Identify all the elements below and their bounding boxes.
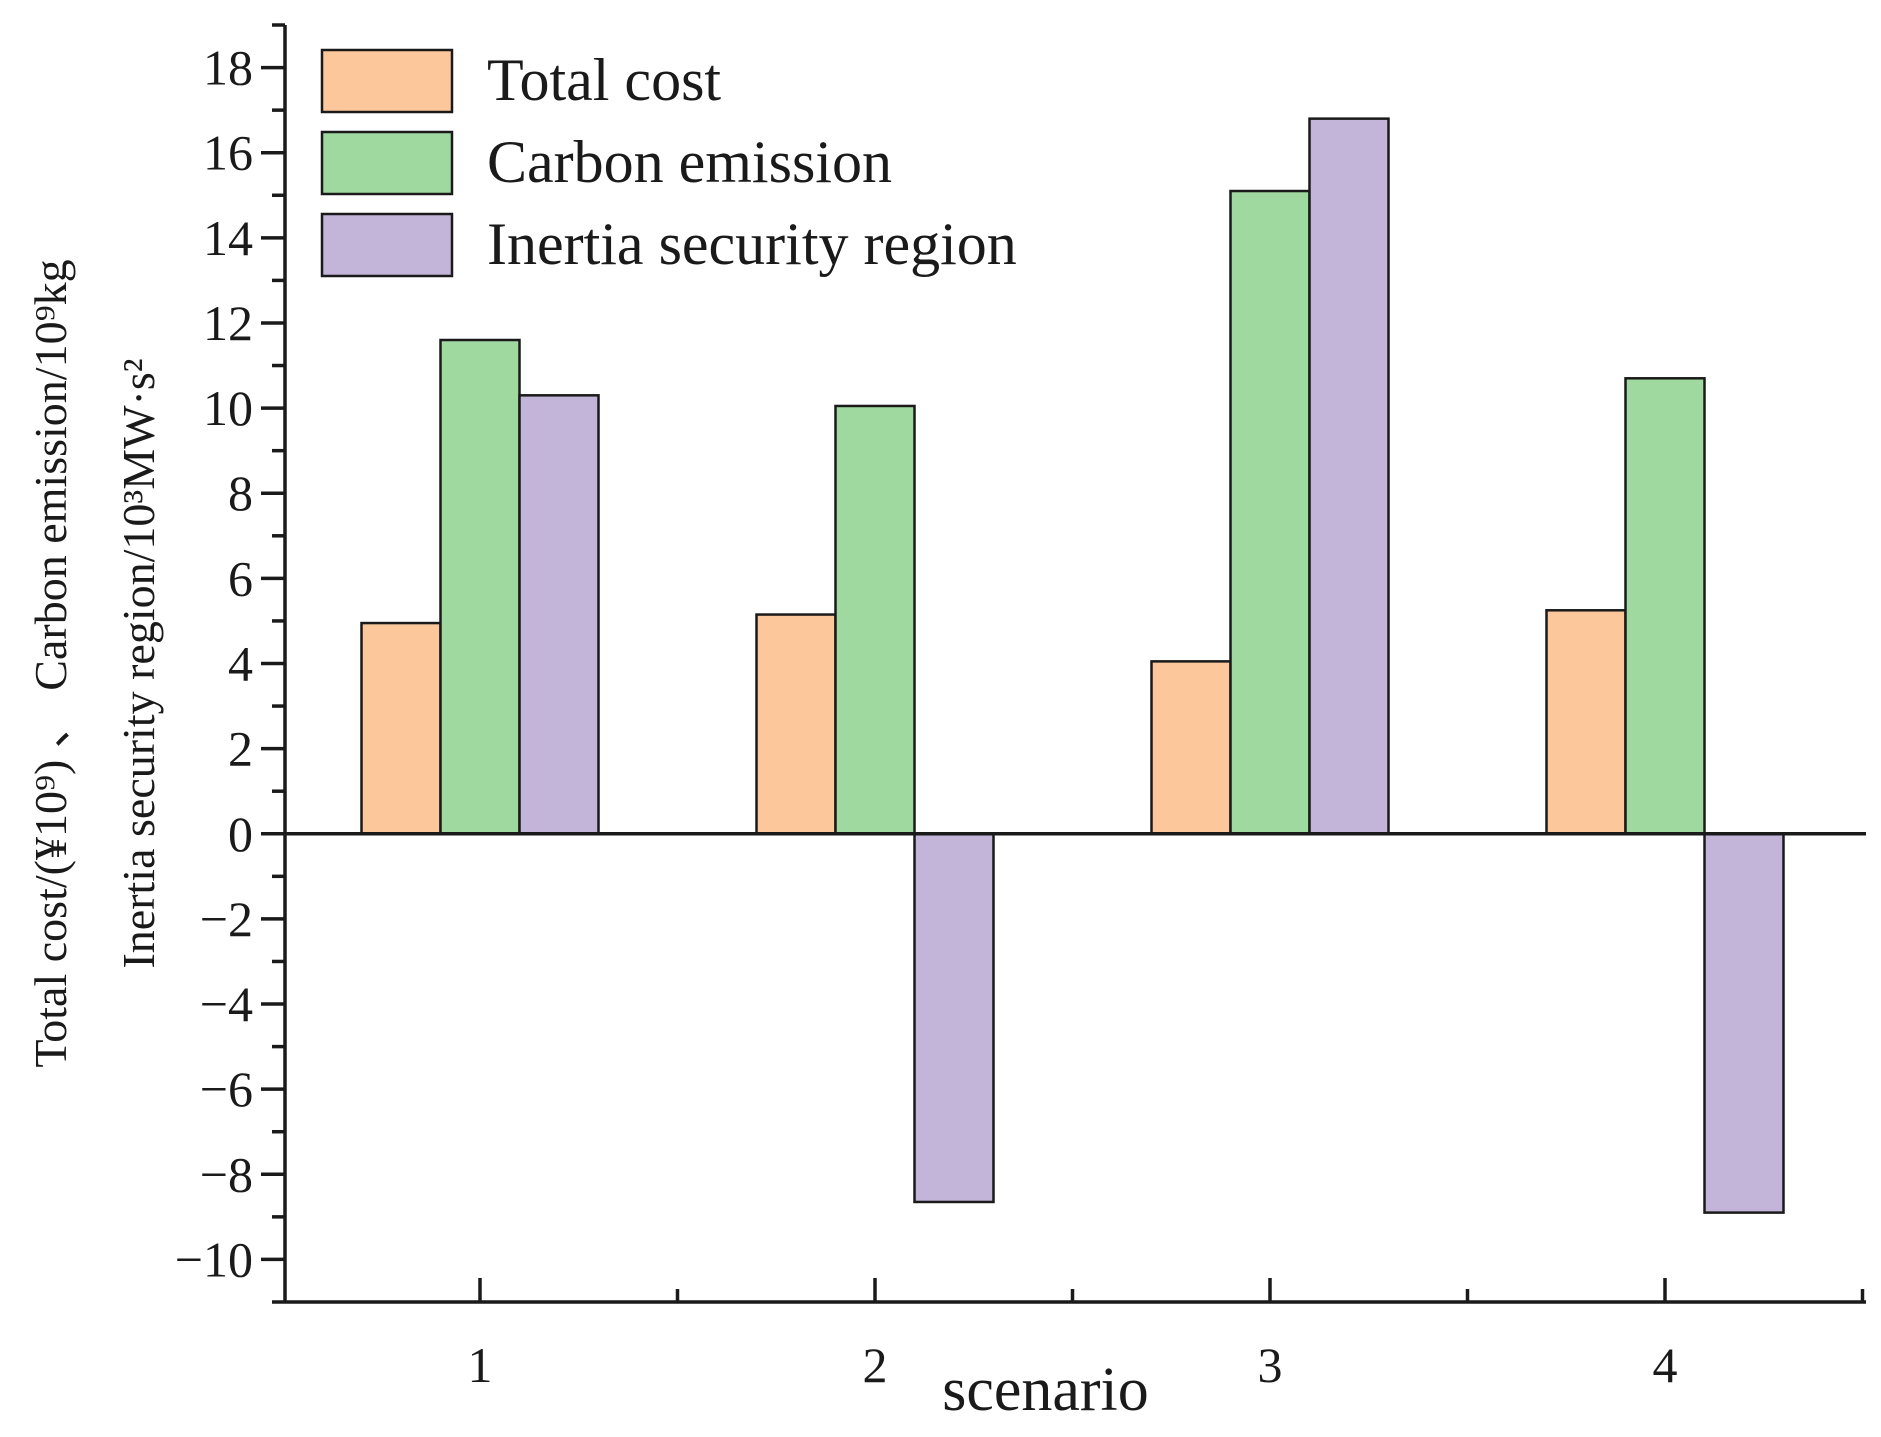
legend-label: Carbon emission — [487, 129, 892, 195]
y-tick-label: 12 — [203, 295, 253, 351]
x-tick-label: 1 — [468, 1337, 493, 1393]
y-axis-title: Total cost/(¥10⁹) 、 Carbon emission/10⁹k… — [25, 259, 164, 1067]
bar-inertia-security-region-scenario-3 — [1308, 117, 1390, 836]
bar-inertia-security-region-scenario-2 — [913, 832, 995, 1204]
legend-label: Inertia security region — [487, 211, 1017, 277]
y-tick-label: 0 — [228, 806, 253, 862]
y-tick-label: 2 — [228, 721, 253, 777]
x-axis-title: scenario — [942, 1356, 1149, 1424]
y-tick-label: −4 — [200, 976, 253, 1032]
bar-total-cost-scenario-3 — [1150, 660, 1232, 836]
legend-swatch-total-cost — [320, 48, 454, 114]
legend: Total cost Carbon emission Inertia securit… — [320, 47, 1017, 278]
y-tick-label: 8 — [228, 465, 253, 521]
y-tick-label: 16 — [203, 125, 253, 181]
bar-carbon-emission-scenario-4 — [1624, 377, 1706, 836]
legend-label: Total cost — [487, 47, 721, 113]
y-tick-label: −6 — [200, 1061, 253, 1117]
y-axis-title-line-1: Total cost/(¥10⁹) 、 Carbon emission/10⁹k… — [25, 259, 76, 1067]
bar-total-cost-scenario-1 — [360, 621, 442, 836]
y-tick-label: −10 — [175, 1231, 253, 1287]
bar-total-cost-scenario-2 — [755, 613, 837, 836]
y-tick-label: −2 — [200, 891, 253, 947]
y-tick-label: 6 — [228, 550, 253, 606]
y-tick-label: 10 — [203, 380, 253, 436]
x-tick-label: 4 — [1653, 1337, 1678, 1393]
y-tick-label: 18 — [203, 40, 253, 96]
bar-carbon-emission-scenario-3 — [1229, 189, 1311, 836]
bar-inertia-security-region-scenario-1 — [518, 394, 600, 836]
y-tick-label: −8 — [200, 1146, 253, 1202]
x-tick-label: 3 — [1258, 1337, 1283, 1393]
bar-inertia-security-region-scenario-4 — [1703, 832, 1785, 1214]
legend-swatch-carbon-emission — [320, 130, 454, 196]
y-tick-label: 4 — [228, 636, 253, 692]
bar-carbon-emission-scenario-1 — [439, 338, 521, 836]
x-tick-label: 2 — [863, 1337, 888, 1393]
bar-carbon-emission-scenario-2 — [834, 404, 916, 836]
y-tick-label: 14 — [203, 210, 253, 266]
y-axis-title-line-2: Inertia security region/10³MW·s² — [113, 358, 164, 968]
legend-swatch-inertia-security-region — [320, 212, 454, 278]
bars-layer — [360, 117, 1785, 1214]
bar-total-cost-scenario-4 — [1545, 609, 1627, 836]
